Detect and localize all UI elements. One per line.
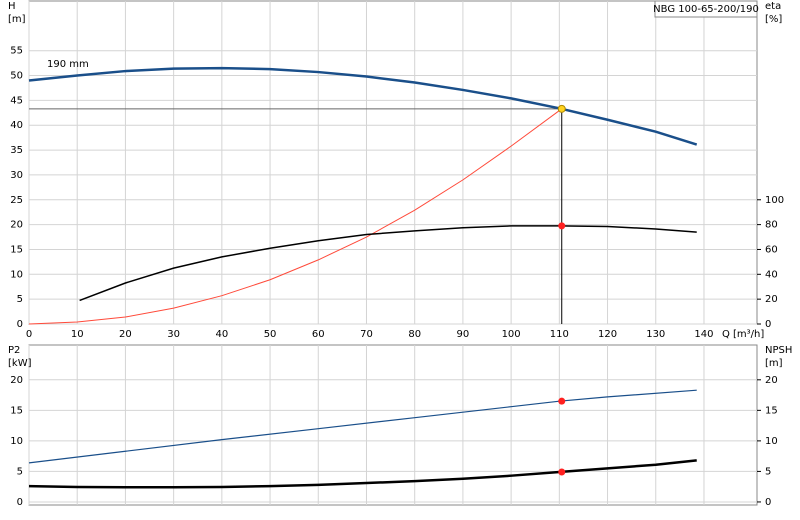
y-tick-label: 50 (10, 71, 23, 82)
y-tick-label: 45 (10, 95, 23, 106)
series-line (28, 389, 697, 464)
y2-tick-label: 0 (765, 319, 771, 330)
x-tick-label: 70 (360, 329, 373, 340)
y-tick-label: 20 (10, 220, 23, 231)
y-axis-label: P2 (8, 345, 20, 356)
y-tick-label: 0 (17, 319, 23, 330)
y-tick-label: 35 (10, 145, 23, 156)
y-axis-label: [m] (8, 14, 26, 25)
x-tick-label: 60 (312, 329, 325, 340)
x-tick-label: 10 (71, 329, 84, 340)
duty-point (558, 468, 566, 476)
series-line (28, 459, 697, 489)
y2-axis-label: [m] (765, 358, 783, 369)
x-tick-label: 40 (215, 329, 228, 340)
duty-point (558, 222, 566, 230)
x-tick-label: 20 (119, 329, 132, 340)
y2-tick-label: 0 (765, 497, 771, 508)
x-tick-label: 140 (694, 329, 713, 340)
curve-annotation: 190 mm (47, 59, 89, 70)
chart-title: NBG 100-65-200/190 (653, 4, 759, 15)
y2-axis-label: eta (765, 1, 781, 12)
x-tick-label: 120 (598, 329, 617, 340)
y-tick-label: 5 (17, 466, 23, 477)
y2-axis-label: [%] (765, 14, 782, 25)
x-tick-label: 50 (264, 329, 277, 340)
y-tick-label: 20 (10, 375, 23, 386)
y2-tick-label: 10 (765, 436, 778, 447)
y-tick-label: 25 (10, 195, 23, 206)
x-tick-label: 80 (408, 329, 421, 340)
plot-area (28, 0, 758, 325)
y-tick-label: 55 (10, 46, 23, 57)
y-tick-label: 5 (17, 294, 23, 305)
series-line (79, 225, 697, 302)
y-tick-label: 15 (10, 244, 23, 255)
y-tick-label: 15 (10, 405, 23, 416)
x-axis-label: Q [m³/h] (722, 329, 764, 340)
series-line (28, 108, 563, 325)
y2-tick-label: 100 (765, 195, 784, 206)
y2-tick-label: 20 (765, 294, 778, 305)
y-axis-label: [kW] (8, 358, 32, 369)
duty-point (557, 104, 566, 113)
y-tick-label: 10 (10, 436, 23, 447)
x-tick-label: 90 (457, 329, 470, 340)
y-axis-label: H (8, 1, 16, 12)
x-tick-label: 110 (550, 329, 569, 340)
x-tick-label: 0 (26, 329, 32, 340)
y2-tick-label: 40 (765, 269, 778, 280)
y2-tick-label: 15 (765, 405, 778, 416)
series-line (28, 66, 698, 146)
y2-tick-label: 80 (765, 220, 778, 231)
title-box (654, 0, 758, 18)
y2-tick-label: 60 (765, 244, 778, 255)
y-tick-label: 10 (10, 269, 23, 280)
y2-axis-label: NPSH (765, 345, 792, 356)
y2-tick-label: 5 (765, 466, 771, 477)
x-tick-label: 30 (167, 329, 180, 340)
x-tick-label: 100 (502, 329, 521, 340)
duty-point (558, 397, 566, 405)
y-tick-label: 40 (10, 120, 23, 131)
y-tick-label: 30 (10, 170, 23, 181)
y-tick-label: 0 (17, 497, 23, 508)
x-tick-label: 130 (646, 329, 665, 340)
y2-tick-label: 20 (765, 375, 778, 386)
plot-area (28, 344, 758, 506)
